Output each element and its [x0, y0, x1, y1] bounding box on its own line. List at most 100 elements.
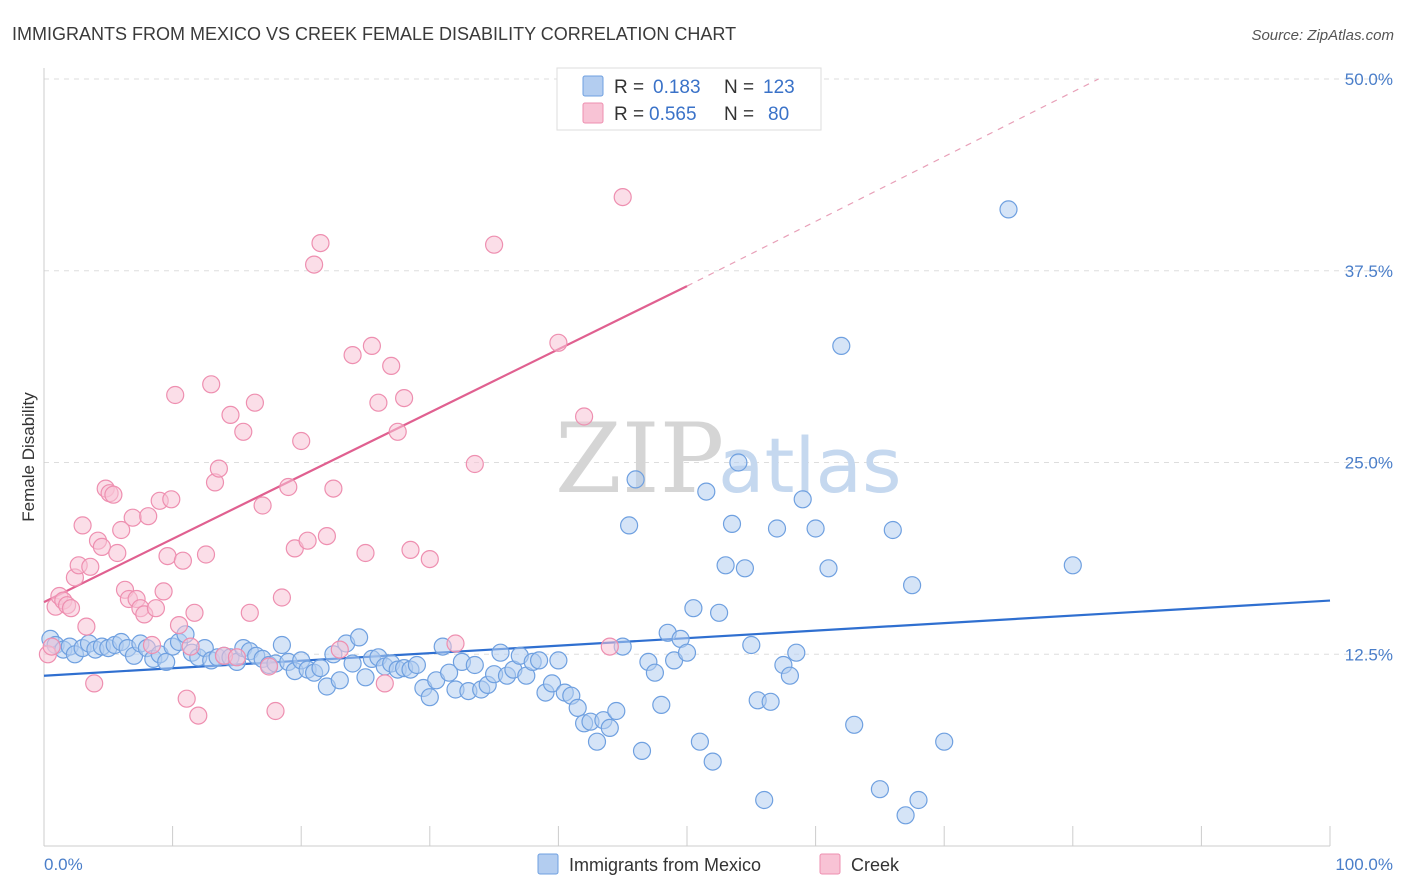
creek-point — [146, 599, 165, 618]
mexico-point — [806, 519, 825, 538]
mexico-point — [909, 790, 928, 810]
creek-point — [465, 454, 484, 474]
legend-r-value-1: 0.565 — [649, 104, 697, 125]
creek-point — [177, 689, 196, 708]
creek-point — [375, 674, 394, 693]
mexico-point — [1063, 556, 1082, 575]
creek-point — [446, 634, 465, 653]
y-tick-label: 12.5% — [1345, 645, 1393, 664]
mexico-point — [677, 643, 697, 662]
creek-point — [42, 637, 61, 656]
mexico-point — [407, 655, 426, 675]
series-legend-mexico: Immigrants from Mexico — [569, 855, 761, 875]
legend-swatch-mexico — [582, 75, 604, 97]
creek-point — [311, 234, 330, 253]
mexico-point — [157, 652, 176, 672]
creek-point — [139, 507, 158, 526]
mexico-point — [870, 780, 890, 799]
creek-point — [196, 545, 216, 564]
mexico-point — [350, 628, 369, 647]
creek-point — [324, 479, 343, 498]
mexico-point — [549, 651, 568, 670]
creek-point — [173, 551, 192, 570]
creek-point — [574, 407, 594, 426]
mexico-point — [883, 520, 902, 540]
mexico-point — [722, 514, 742, 534]
creek-point — [305, 255, 324, 274]
legend-n-label-1: N = — [724, 104, 754, 125]
creek-point — [330, 640, 349, 659]
mexico-point — [703, 752, 722, 771]
creek-point — [240, 603, 259, 622]
creek-point — [356, 543, 375, 563]
creek-point — [485, 235, 504, 254]
mexico-point — [600, 718, 619, 738]
y-tick-label: 25.0% — [1345, 454, 1393, 473]
creek-point — [108, 543, 127, 563]
creek-trend-extension — [686, 78, 1099, 287]
mexico-point — [440, 663, 459, 682]
mexico-point — [742, 635, 761, 655]
creek-point — [362, 336, 381, 355]
creek-point — [61, 599, 81, 618]
mexico-point — [330, 671, 349, 690]
mexico-point — [632, 741, 652, 761]
series-legend-swatch-creek — [819, 853, 841, 875]
creek-point — [395, 389, 414, 408]
mexico-point — [619, 516, 639, 535]
creek-trend-line — [43, 285, 688, 604]
creek-point — [266, 701, 285, 721]
creek-point — [166, 385, 185, 405]
points-layer — [38, 188, 1082, 825]
mexico-point — [767, 519, 787, 538]
mexico-point — [607, 701, 626, 721]
chart-title: IMMIGRANTS FROM MEXICO VS CREEK FEMALE D… — [12, 24, 736, 44]
creek-point — [81, 557, 100, 576]
mexico-point — [935, 732, 954, 751]
creek-point — [221, 405, 240, 424]
mexico-point — [272, 635, 291, 655]
creek-point — [209, 459, 228, 478]
mexico-point — [311, 658, 330, 678]
mexico-point — [420, 688, 439, 707]
mexico-point — [761, 692, 780, 711]
creek-point — [279, 477, 298, 497]
y-tick-label: 50.0% — [1345, 70, 1393, 89]
y-tick-label: 37.5% — [1345, 262, 1393, 281]
creek-point — [259, 657, 279, 676]
mexico-point — [645, 663, 665, 682]
mexico-point — [356, 668, 375, 687]
creek-point — [185, 603, 204, 622]
creek-point — [253, 496, 272, 515]
mexico-point — [690, 732, 710, 751]
creek-point — [158, 546, 177, 566]
legend-n-value-0: 123 — [763, 77, 795, 98]
creek-point — [245, 393, 264, 412]
series-legend-creek: Creek — [851, 855, 900, 875]
creek-point — [234, 422, 253, 441]
mexico-point — [542, 674, 562, 693]
creek-point — [123, 508, 142, 527]
creek-point — [388, 422, 407, 441]
mexico-point — [729, 453, 748, 472]
creek-point — [613, 188, 632, 207]
watermark: ZIP atlas — [555, 403, 902, 515]
series-legend: Immigrants from Mexico Creek — [537, 853, 900, 875]
legend: R = 0.183 N = 123 R = 0.565 N = 80 — [556, 67, 822, 131]
mexico-point — [343, 654, 362, 673]
creek-point — [142, 635, 162, 655]
creek-point — [112, 520, 131, 540]
mexico-point — [780, 666, 800, 685]
mexico-point — [709, 603, 729, 622]
creek-point — [189, 706, 208, 725]
creek-point — [272, 588, 291, 607]
creek-point — [169, 615, 189, 635]
creek-point — [104, 485, 123, 504]
creek-point — [162, 490, 181, 509]
mexico-point — [735, 559, 755, 578]
y-tick-labels: 12.5% 25.0% 37.5% 50.0% — [1345, 70, 1393, 664]
mexico-point — [465, 655, 484, 675]
mexico-point — [845, 715, 864, 734]
creek-point — [401, 540, 420, 560]
